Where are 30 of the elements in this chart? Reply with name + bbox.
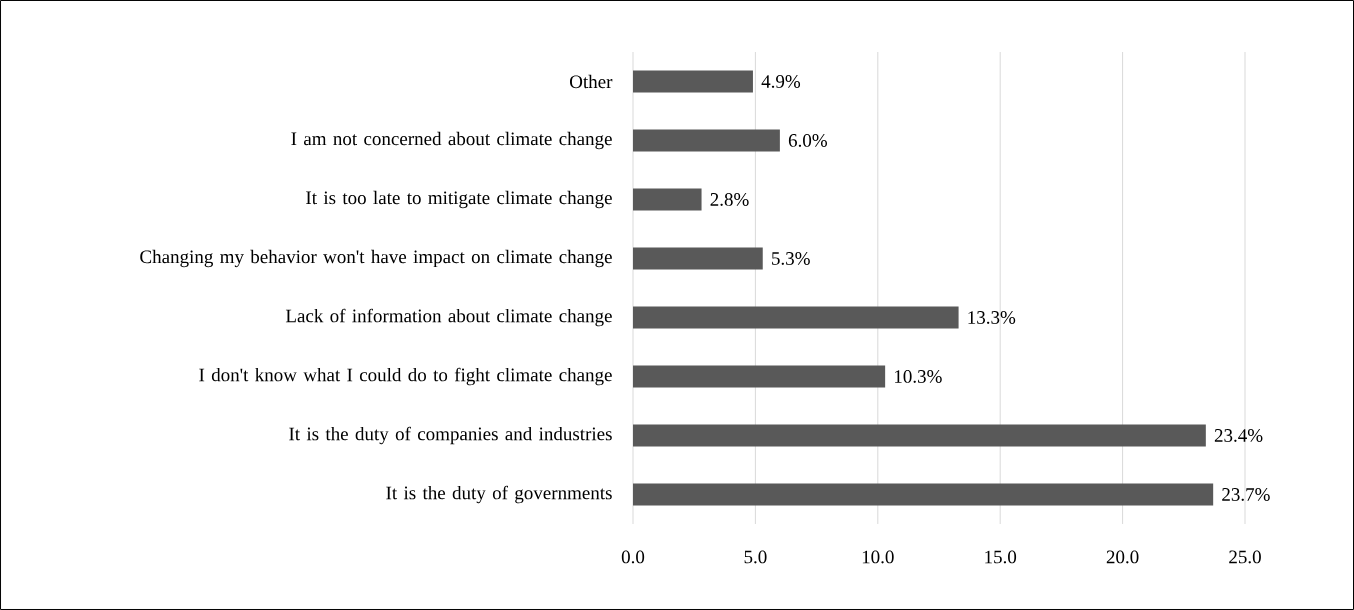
y-tick-label: I don't know what I could do to fight climate change <box>199 367 612 386</box>
data-label: 13.3% <box>968 311 1016 324</box>
bar <box>633 424 1206 447</box>
y-tick-label: Lack of information about climate change <box>285 308 612 327</box>
bar <box>633 483 1214 506</box>
data-label: 2.8% <box>710 193 749 206</box>
x-tick-label: 20.0 <box>1106 550 1139 564</box>
bar <box>633 70 753 93</box>
data-label: 4.9% <box>761 75 801 88</box>
data-label: 23.4% <box>1214 429 1263 442</box>
x-tick-label: 25.0 <box>1229 550 1261 564</box>
data-label: 23.7% <box>1222 488 1270 501</box>
y-tick-label: It is too late to mitigate climate change <box>306 190 612 209</box>
data-label: 5.3% <box>772 252 810 265</box>
data-label: 6.0% <box>788 134 827 147</box>
x-tick-label: 15.0 <box>985 550 1017 564</box>
y-tick-label: It is the duty of governments <box>386 485 612 504</box>
y-tick-label: Other <box>569 74 613 89</box>
y-tick-label: I am not concerned about climate change <box>291 131 612 150</box>
x-tick-label: 10.0 <box>862 550 894 564</box>
data-label: 10.3% <box>895 370 942 383</box>
y-tick-label: It is the duty of companies and industries <box>289 426 612 445</box>
bar <box>633 365 886 388</box>
y-tick-label: Changing my behavior won't have impact on climate change <box>140 249 612 268</box>
bar <box>633 188 702 211</box>
bar <box>633 247 763 270</box>
x-tick-label: 0.0 <box>621 550 645 564</box>
bar <box>633 129 780 152</box>
x-tick-label: 5.0 <box>744 550 767 564</box>
bar <box>633 306 959 329</box>
